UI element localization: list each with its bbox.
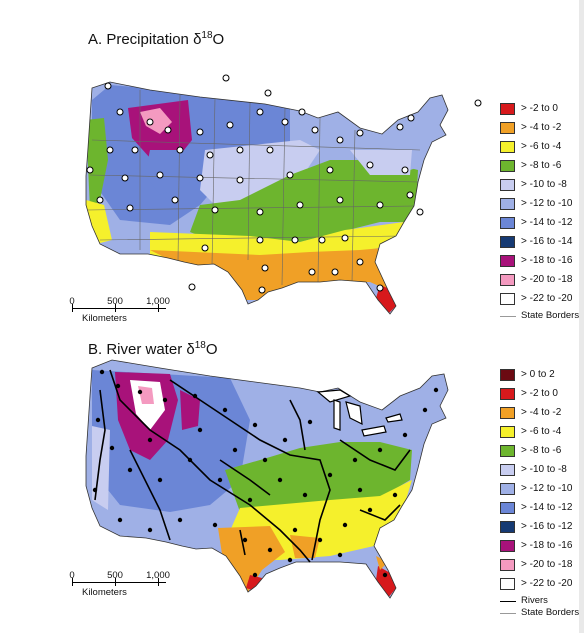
panel-river-water: B. River water δ18O (0, 330, 584, 633)
scale-unit: Kilometers (82, 587, 127, 598)
line-legend-label: Rivers (521, 595, 548, 606)
legend-label: > -20 to -18 (521, 559, 573, 570)
legend-label: > -10 to -8 (521, 464, 567, 475)
panel-b-title-sup: 18 (194, 340, 206, 351)
panel-b-title: B. River water δ18O (88, 340, 218, 358)
scale-line (72, 582, 166, 583)
line-legend-sample (500, 601, 516, 602)
legend-swatch (500, 578, 515, 590)
panel-a-title-delta: δ (193, 31, 202, 48)
precipitation-map (85, 74, 482, 315)
legend-label: > -16 to -14 (521, 236, 573, 247)
panel-b-title-text: B. River water (88, 341, 187, 358)
scale-tick-label: 1,000 (146, 296, 170, 307)
scale-tick-label: 0 (69, 296, 75, 307)
legend-swatch (500, 540, 515, 552)
legend-swatch (500, 464, 515, 476)
legend-swatch (500, 160, 515, 172)
line-legend-label: State Borders (521, 607, 580, 618)
legend-swatch (500, 255, 515, 267)
legend-swatch (500, 502, 515, 514)
panel-precipitation: A. Precipitation δ18O (69, 30, 580, 330)
panel-a-title-sup: 18 (201, 30, 213, 41)
legend-swatch (500, 274, 515, 286)
legend-swatch (500, 445, 515, 457)
panel-a-scale-bar: 0 500 1,000 Kilometers (69, 296, 182, 330)
river-water-map (85, 359, 449, 599)
legend-label: > -12 to -10 (521, 483, 573, 494)
legend-swatch (500, 407, 515, 419)
legend-label: > -12 to -10 (521, 198, 573, 209)
legend-label: > -4 to -2 (521, 407, 562, 418)
panel-a-title-text: A. Precipitation (88, 31, 194, 48)
line-legend-label: State Borders (521, 310, 580, 321)
legend-label: > -16 to -12 (521, 521, 573, 532)
legend-label: > -6 to -4 (521, 426, 562, 437)
panel-b-scale-bar: 0 500 1,000 Kilometers (69, 570, 182, 604)
legend-swatch (500, 198, 515, 210)
legend-label: > -2 to 0 (521, 388, 558, 399)
legend-swatch (500, 179, 515, 191)
legend-label: > -6 to -4 (521, 141, 562, 152)
legend-label: > -20 to -18 (521, 274, 573, 285)
scale-tick (115, 578, 116, 586)
legend-swatch (500, 483, 515, 495)
scale-tick (72, 304, 73, 312)
legend-label: > -8 to -6 (521, 160, 562, 171)
scale-tick (72, 578, 73, 586)
legend-label: > -2 to 0 (521, 103, 558, 114)
scale-tick-label: 500 (107, 570, 123, 581)
legend-label: > 0 to 2 (521, 369, 555, 380)
legend-swatch (500, 103, 515, 115)
legend-swatch (500, 217, 515, 229)
legend-label: > -8 to -6 (521, 445, 562, 456)
legend-swatch (500, 122, 515, 134)
legend-swatch (500, 236, 515, 248)
legend-label: > -18 to -16 (521, 255, 573, 266)
panel-a-title: A. Precipitation δ18O (88, 30, 224, 48)
scale-tick-label: 500 (107, 296, 123, 307)
legend-label: > -4 to -2 (521, 122, 562, 133)
legend-label: > -18 to -16 (521, 540, 573, 551)
legend-swatch (500, 521, 515, 533)
legend-label: > -22 to -20 (521, 578, 573, 589)
panel-b-title-delta: δ (186, 341, 195, 358)
legend-swatch (500, 369, 515, 381)
legend-label: > -10 to -8 (521, 179, 567, 190)
line-legend-sample (500, 613, 516, 614)
legend-swatch (500, 426, 515, 438)
legend-swatch (500, 293, 515, 305)
legend-swatch (500, 388, 515, 400)
scale-line (72, 308, 166, 309)
legend-swatch (500, 141, 515, 153)
panel-b-title-suffix: O (205, 341, 218, 358)
legend-label: > -14 to -12 (521, 502, 573, 513)
legend-label: > -22 to -20 (521, 293, 573, 304)
line-legend-sample (500, 316, 516, 317)
scale-tick (158, 304, 159, 312)
right-margin-strip (579, 0, 584, 633)
scale-tick-label: 0 (69, 570, 75, 581)
legend-label: > -14 to -12 (521, 217, 573, 228)
scale-unit: Kilometers (82, 313, 127, 324)
scale-tick-label: 1,000 (146, 570, 170, 581)
scale-tick (158, 578, 159, 586)
legend-swatch (500, 559, 515, 571)
panel-a-title-suffix: O (212, 31, 225, 48)
scale-tick (115, 304, 116, 312)
